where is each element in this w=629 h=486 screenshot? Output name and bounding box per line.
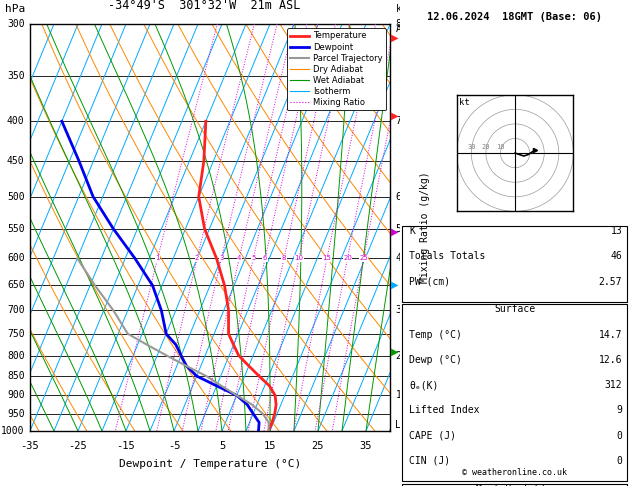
- Text: kt: kt: [459, 98, 470, 107]
- Text: θₑ(K): θₑ(K): [409, 380, 438, 390]
- Text: 5: 5: [251, 255, 255, 261]
- Text: 9: 9: [616, 405, 622, 416]
- Text: CAPE (J): CAPE (J): [409, 431, 456, 441]
- Bar: [403, 304, 626, 481]
- Text: 0: 0: [616, 456, 622, 466]
- Bar: [403, 484, 626, 486]
- Text: PW (cm): PW (cm): [409, 277, 450, 287]
- Text: Dewp (°C): Dewp (°C): [409, 355, 462, 365]
- Text: km: km: [396, 4, 407, 14]
- Text: 15: 15: [323, 255, 331, 261]
- Text: 2: 2: [195, 255, 199, 261]
- Text: 46: 46: [610, 251, 622, 261]
- Text: -35: -35: [21, 441, 40, 451]
- Text: 35: 35: [360, 441, 372, 451]
- Text: 1: 1: [396, 390, 401, 400]
- Text: 1000: 1000: [1, 426, 25, 436]
- Text: 4: 4: [237, 255, 242, 261]
- Text: 20: 20: [482, 144, 490, 150]
- Text: Totals Totals: Totals Totals: [409, 251, 486, 261]
- Text: 25: 25: [359, 255, 368, 261]
- Text: 25: 25: [312, 441, 325, 451]
- Bar: [403, 226, 626, 302]
- Text: 550: 550: [7, 224, 25, 234]
- Text: 10: 10: [496, 144, 504, 150]
- Text: 15: 15: [264, 441, 276, 451]
- Text: 6: 6: [263, 255, 267, 261]
- Text: hPa: hPa: [5, 4, 25, 14]
- Text: © weatheronline.co.uk: © weatheronline.co.uk: [462, 468, 567, 477]
- Text: -5: -5: [168, 441, 181, 451]
- Text: 600: 600: [7, 253, 25, 263]
- Text: -34°49'S  301°32'W  21m ASL: -34°49'S 301°32'W 21m ASL: [108, 0, 300, 12]
- Text: 750: 750: [7, 329, 25, 339]
- Text: Surface: Surface: [494, 304, 535, 314]
- Text: CIN (J): CIN (J): [409, 456, 450, 466]
- Text: 0: 0: [616, 431, 622, 441]
- Text: 13: 13: [610, 226, 622, 236]
- Text: ▶: ▶: [391, 33, 399, 43]
- Text: LCL: LCL: [396, 420, 413, 430]
- Text: 500: 500: [7, 191, 25, 202]
- Text: 312: 312: [604, 380, 622, 390]
- Text: 950: 950: [7, 409, 25, 418]
- Text: 1: 1: [155, 255, 160, 261]
- Text: 850: 850: [7, 371, 25, 381]
- Text: -25: -25: [69, 441, 87, 451]
- Text: Lifted Index: Lifted Index: [409, 405, 480, 416]
- Text: 12.06.2024  18GMT (Base: 06): 12.06.2024 18GMT (Base: 06): [427, 12, 602, 22]
- Text: 8: 8: [282, 255, 286, 261]
- Text: 350: 350: [7, 71, 25, 81]
- Text: 2.57: 2.57: [599, 277, 622, 287]
- Text: 5: 5: [396, 224, 401, 234]
- Text: ▶: ▶: [391, 347, 399, 357]
- Text: 700: 700: [7, 305, 25, 315]
- Text: 3: 3: [396, 305, 401, 315]
- Text: K: K: [409, 226, 415, 236]
- Text: 2: 2: [396, 350, 401, 361]
- Text: 12.6: 12.6: [599, 355, 622, 365]
- Text: 6: 6: [396, 191, 401, 202]
- Text: Dewpoint / Temperature (°C): Dewpoint / Temperature (°C): [119, 459, 301, 469]
- Text: 800: 800: [7, 350, 25, 361]
- Text: ▶: ▶: [391, 226, 399, 237]
- Text: ASL: ASL: [396, 24, 413, 34]
- Text: 650: 650: [7, 280, 25, 290]
- Text: 5: 5: [219, 441, 225, 451]
- Text: 14.7: 14.7: [599, 330, 622, 340]
- Text: ▶: ▶: [391, 111, 399, 121]
- Text: 10: 10: [294, 255, 304, 261]
- Legend: Temperature, Dewpoint, Parcel Trajectory, Dry Adiabat, Wet Adiabat, Isotherm, Mi: Temperature, Dewpoint, Parcel Trajectory…: [287, 28, 386, 110]
- Text: 900: 900: [7, 390, 25, 400]
- Text: ▶: ▶: [391, 279, 399, 290]
- Text: 300: 300: [7, 19, 25, 29]
- Text: -15: -15: [116, 441, 135, 451]
- Text: 7: 7: [396, 116, 401, 126]
- Text: 4: 4: [396, 253, 401, 263]
- Text: Temp (°C): Temp (°C): [409, 330, 462, 340]
- Text: 20: 20: [343, 255, 352, 261]
- Text: 30: 30: [467, 144, 476, 150]
- Text: 8: 8: [396, 19, 401, 29]
- Text: Most Unstable: Most Unstable: [476, 484, 553, 486]
- Text: Mixing Ratio (g/kg): Mixing Ratio (g/kg): [420, 172, 430, 283]
- Text: 450: 450: [7, 156, 25, 166]
- Text: 400: 400: [7, 116, 25, 126]
- Text: 3: 3: [219, 255, 224, 261]
